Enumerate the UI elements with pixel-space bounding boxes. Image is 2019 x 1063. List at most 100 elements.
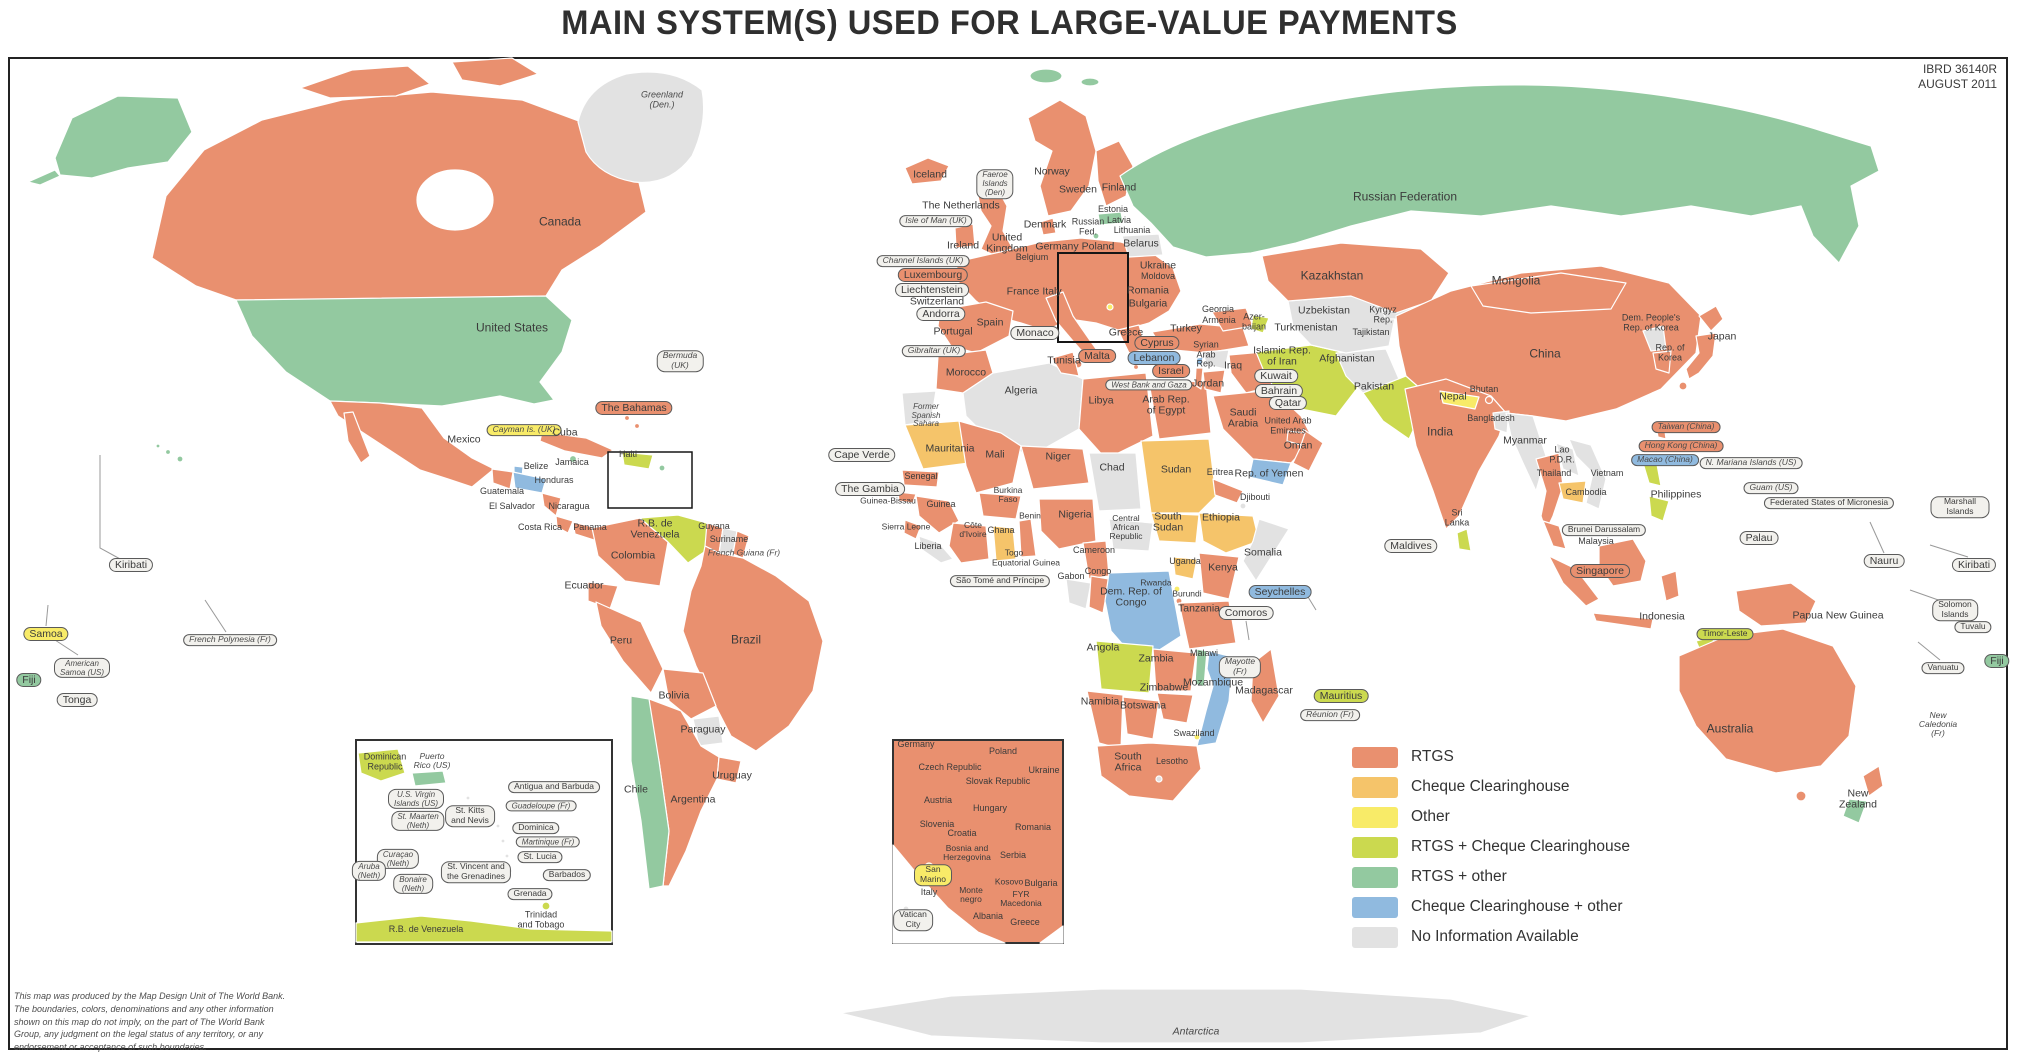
region-japan-honshu [1685, 332, 1717, 380]
island-dot [465, 795, 471, 801]
region-myanmar [1505, 412, 1547, 492]
region-sumatra [1548, 555, 1600, 607]
disclaimer-text: This map was produced by the Map Design … [14, 991, 286, 1053]
region-kazakhstan [1261, 242, 1450, 314]
region-vietnam [1568, 438, 1607, 510]
region-cambodia [1558, 480, 1587, 504]
region-hawaii [155, 443, 161, 449]
region-bangladesh [1492, 410, 1510, 434]
region-arctic-islands [299, 65, 431, 99]
page-title: MAIN SYSTEM(S) USED FOR LARGE-VALUE PAYM… [561, 4, 1458, 42]
region-yemen [1248, 458, 1292, 486]
region-israel [1194, 367, 1204, 390]
region-egypt [1148, 380, 1212, 440]
region-hawaii [164, 448, 172, 456]
region-nepal [1439, 390, 1480, 410]
region-uae [1286, 430, 1306, 446]
region-svalbard [1080, 77, 1100, 87]
region-kuwait [1269, 388, 1277, 396]
island-dot [623, 414, 631, 422]
legend-swatch [1352, 776, 1398, 798]
legend-label: RTGS + other [1411, 868, 1507, 885]
region-ethiopia [1198, 512, 1260, 554]
europe-inset-indicator [1057, 252, 1129, 343]
legend-swatch [1352, 926, 1398, 948]
inset-dominican-republic [357, 748, 406, 782]
region-canada [151, 91, 647, 302]
region-peru [595, 601, 664, 694]
region-nz-north [1862, 765, 1884, 797]
legend-label: Cheque Clearinghouse [1411, 778, 1570, 795]
region-nicaragua [541, 492, 562, 517]
region-botswana [1122, 696, 1160, 740]
region-alaska [54, 95, 193, 179]
legend-label: Other [1411, 808, 1450, 825]
africa [897, 349, 1290, 802]
region-russia [1119, 84, 1880, 264]
leader-lines [45, 455, 1969, 661]
legend-label: No Information Available [1411, 928, 1579, 945]
region-eritrea [1212, 478, 1244, 504]
region-nz-south [1842, 798, 1868, 824]
inset-puerto-rico [411, 770, 447, 787]
region-jordan [1202, 369, 1226, 394]
region-crete [1132, 363, 1140, 371]
region-finland [1095, 140, 1134, 207]
region-philippines-north [1642, 458, 1662, 487]
region-paraguay [692, 715, 724, 747]
legend-label: RTGS [1411, 748, 1454, 765]
island-dot [495, 823, 501, 829]
region-burkina-faso [978, 492, 1022, 520]
region-greenland [577, 71, 705, 184]
region-tanzania [1178, 600, 1237, 650]
region-malawi [1194, 648, 1208, 688]
legend-item: Other [1352, 802, 1630, 832]
region-malay-peninsula [1542, 520, 1567, 550]
region-united-states [235, 295, 573, 407]
legend-item: RTGS [1352, 742, 1630, 772]
ibrd-number: IBRD 36140R [1922, 62, 1997, 76]
region-north-korea [1642, 325, 1667, 352]
inset-indicators [607, 252, 1129, 509]
region-scandinavia [1027, 99, 1097, 217]
region-belarus [1121, 233, 1164, 258]
region-kenya [1198, 552, 1240, 600]
region-mongolia [1470, 272, 1627, 314]
island-dot [504, 853, 510, 859]
region-azerbaijan [1250, 314, 1270, 334]
region-taiwan [1655, 422, 1667, 440]
region-iceland [904, 157, 950, 185]
region-guinea-bissau [897, 491, 917, 504]
island-dot [485, 809, 491, 815]
region-hispaniola [621, 451, 654, 470]
region-greece [1117, 324, 1147, 354]
inset-trinidad [541, 901, 551, 911]
region-uganda [1172, 556, 1198, 580]
region-togo-benin [1018, 518, 1037, 558]
region-arctic-islands [451, 57, 539, 87]
region-japan-hokkaido [1698, 305, 1724, 332]
region-united-kingdom [977, 185, 1014, 257]
europe-inset [892, 739, 1064, 944]
region-south-sudan [1150, 512, 1200, 544]
region-uruguay [716, 756, 742, 784]
region-kosovo-dot [1106, 303, 1114, 311]
region-kaliningrad [1092, 232, 1100, 240]
region-svalbard [1029, 68, 1063, 84]
region-cote-divoire [948, 522, 990, 564]
region-chad [1088, 452, 1142, 512]
region-thailand [1535, 452, 1564, 532]
region-madagascar [1250, 648, 1280, 724]
region-java [1592, 612, 1654, 630]
region-zambia [1152, 648, 1197, 692]
region-congo [1088, 575, 1110, 614]
legend-item: RTGS + Cheque Clearinghouse [1352, 832, 1630, 862]
region-swaziland [1193, 733, 1201, 741]
legend-item: RTGS + other [1352, 862, 1630, 892]
region-mali [958, 420, 1022, 494]
region-libya [1078, 372, 1154, 460]
region-syria [1201, 349, 1230, 370]
region-liberia [918, 535, 954, 564]
region-angola [1095, 640, 1154, 694]
